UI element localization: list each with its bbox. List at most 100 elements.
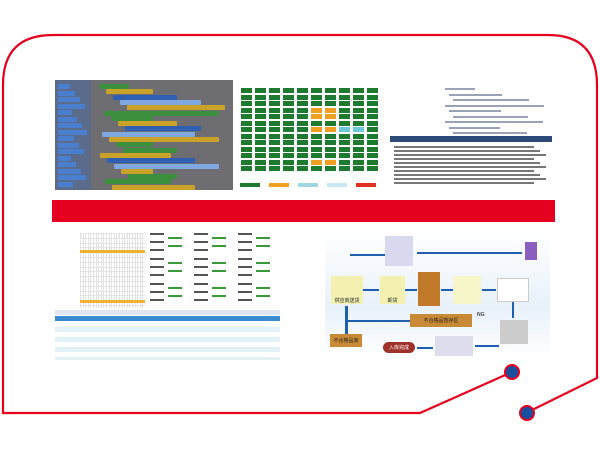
grid-cell [297,114,308,119]
grid-cell [283,88,294,93]
grid-cell [339,153,350,158]
info-text [238,291,252,293]
grid-cell [283,127,294,132]
code-block [114,163,219,169]
palette-block [58,129,87,135]
grid-line [132,233,133,308]
grid-cell [255,146,266,152]
table-row[interactable] [55,342,280,347]
table-row[interactable] [55,352,280,357]
info-text [238,258,252,260]
staging-box [418,272,440,306]
table-row[interactable] [55,357,280,360]
grid-cell [255,101,266,106]
code-block [111,115,153,121]
grid-cell [255,114,266,119]
info-text [212,295,226,297]
palette-block [58,90,75,96]
grid-line [80,261,145,263]
info-text [150,233,164,235]
grid-cell [325,101,336,106]
palette-block [58,110,72,115]
info-text [150,283,164,285]
code-block [102,131,195,137]
info-text [194,283,208,285]
info-text [212,237,226,239]
grid-cell [325,133,336,139]
table-row[interactable] [55,332,280,337]
grid-cell [367,127,378,132]
grid-cell [311,153,322,158]
grid-cell [325,114,336,119]
info-text [256,295,270,297]
grid-cell [297,153,308,158]
code-block [127,105,225,111]
grid-cell [269,133,280,139]
grid-line [111,233,113,308]
grid-cell [255,159,266,165]
grid-cell [255,120,266,126]
palette-block [58,97,80,102]
grid-cell [283,133,294,139]
grid-cell [241,107,252,113]
grid-line [80,237,145,239]
grid-cell [297,127,308,132]
ng-staging-box: 不合格品暂存区 [410,314,472,327]
inspection-box [453,276,481,304]
info-text [168,295,182,297]
grid-cell [269,94,280,100]
grid-cell [255,127,266,132]
block-editor-screenshot [55,80,233,190]
grid-cell [297,159,308,165]
info-text [238,241,252,243]
table-row[interactable] [55,347,280,352]
code-block [116,142,153,148]
grid-cell [325,146,336,152]
grid-line [80,305,145,306]
grid-line [87,233,89,308]
grid-line [121,233,123,308]
info-text [150,241,164,243]
table-row[interactable] [55,322,280,327]
grid-cell [339,88,350,93]
info-text [194,241,208,243]
grid-line [103,233,105,308]
code-line [453,99,529,101]
info-text [238,283,252,285]
grid-cell [297,133,308,139]
code-block [104,110,219,116]
code-block [105,179,171,185]
palette-block [58,142,79,148]
grid-line [106,233,107,308]
table-row[interactable] [55,327,280,332]
grid-line [80,276,145,278]
log-line [394,146,534,148]
code-block [113,94,177,100]
grid-cell [241,88,252,93]
ng-label: NG [477,312,485,318]
grid-cell [241,153,252,158]
grid-line [80,257,145,258]
grid-line [139,233,141,308]
code-line [453,115,528,118]
grid-cell [367,88,378,93]
table-row[interactable] [55,337,280,342]
node-dot [519,405,535,421]
grid-cell [353,127,364,132]
log-line [394,166,546,168]
grid-cell [367,107,378,113]
grid-line [82,233,84,308]
truck-box: 供应商送货 [331,276,363,304]
scan-box [500,320,528,344]
flow-arrow [475,345,499,347]
log-line [394,150,540,152]
grid-cell [367,120,378,126]
grid-cell [269,140,280,145]
palette-block [58,181,73,187]
info-text [194,299,208,301]
info-text [238,274,252,276]
grid-cell [283,153,294,158]
grid-line [137,233,139,308]
grid-cell [297,140,308,145]
palette-block [58,116,77,122]
